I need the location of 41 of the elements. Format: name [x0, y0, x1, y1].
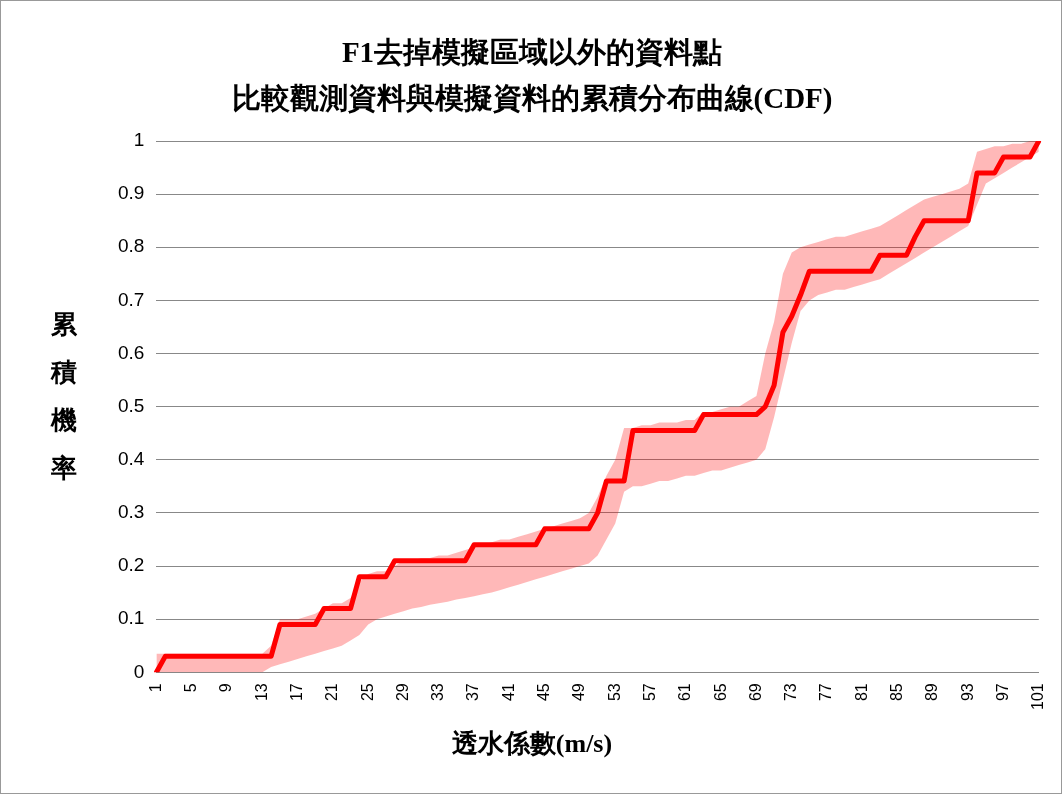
x-tick-label: 101 [1029, 683, 1047, 711]
x-tick-label: 53 [605, 683, 623, 702]
x-tick-label: 69 [746, 683, 764, 702]
x-tick-label: 37 [464, 683, 482, 702]
x-tick-label: 45 [535, 683, 553, 702]
x-tick-label: 9 [217, 683, 235, 693]
x-tick-label: 33 [429, 683, 447, 702]
y-axis-title: 累積機率 [51, 309, 78, 485]
x-tick-label: 17 [288, 683, 305, 702]
x-tick-label: 1 [146, 683, 164, 693]
y-tick-label: 0.9 [117, 182, 145, 204]
y-tick-label: 0 [133, 660, 145, 682]
y-tick-label: 0.1 [117, 607, 145, 629]
x-tick-label: 25 [358, 683, 376, 702]
x-tick-label: 93 [958, 683, 976, 702]
x-tick-label: 21 [323, 683, 341, 702]
x-tick-label: 81 [852, 683, 870, 702]
y-tick-label: 0.2 [117, 554, 145, 576]
y-tick-label: 1 [133, 129, 145, 151]
x-tick-label: 29 [393, 683, 411, 702]
x-tick-label: 41 [499, 683, 517, 702]
y-tick-label: 0.7 [117, 288, 145, 310]
y-tick-label: 0.8 [117, 235, 145, 257]
x-tick-label: 13 [252, 683, 270, 702]
chart-title: F1去掉模擬區域以外的資料點 [340, 35, 724, 70]
x-tick-label: 49 [570, 683, 588, 702]
chart-subtitle: 比較觀測資料與模擬資料的累積分布曲線(CDF) [230, 81, 834, 116]
x-tick-label: 65 [711, 683, 729, 702]
x-axis-title: 透水係數(m/s) [450, 728, 614, 760]
y-tick-label: 0.4 [117, 448, 145, 470]
y-tick-label: 0.6 [117, 341, 145, 363]
x-tick-label: 57 [640, 683, 658, 702]
y-tick-label: 0.3 [117, 501, 145, 523]
x-tick-label: 73 [782, 683, 800, 702]
y-tick-label: 0.5 [117, 394, 145, 416]
x-tick-label: 61 [676, 683, 694, 702]
x-tick-label: 89 [923, 683, 941, 702]
x-tick-label: 97 [993, 683, 1011, 702]
x-tick-label: 85 [888, 683, 906, 702]
x-tick-label: 5 [182, 683, 200, 693]
x-tick-label: 77 [817, 683, 835, 702]
